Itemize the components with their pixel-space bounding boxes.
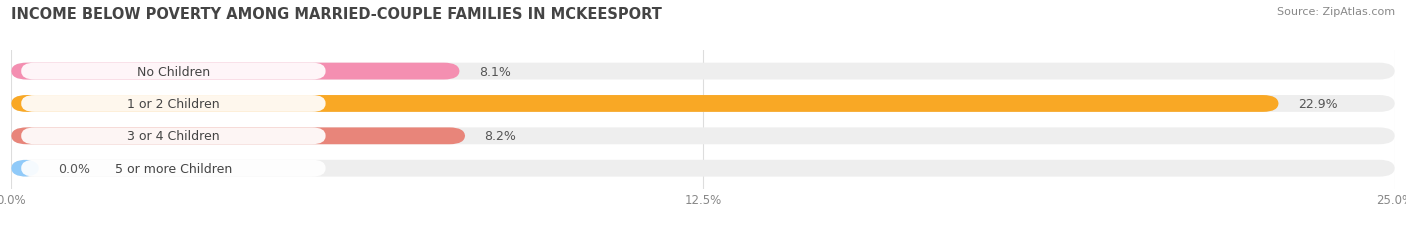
- Text: Source: ZipAtlas.com: Source: ZipAtlas.com: [1277, 7, 1395, 17]
- Text: No Children: No Children: [136, 65, 209, 78]
- FancyBboxPatch shape: [11, 63, 460, 80]
- Text: 8.1%: 8.1%: [479, 65, 510, 78]
- FancyBboxPatch shape: [11, 96, 1278, 112]
- FancyBboxPatch shape: [21, 96, 326, 112]
- Text: 0.0%: 0.0%: [58, 162, 90, 175]
- FancyBboxPatch shape: [21, 160, 326, 177]
- Text: 3 or 4 Children: 3 or 4 Children: [127, 130, 219, 143]
- Text: 8.2%: 8.2%: [485, 130, 516, 143]
- FancyBboxPatch shape: [11, 128, 1395, 145]
- FancyBboxPatch shape: [11, 128, 465, 145]
- Text: 5 or more Children: 5 or more Children: [115, 162, 232, 175]
- FancyBboxPatch shape: [11, 160, 1395, 177]
- Text: INCOME BELOW POVERTY AMONG MARRIED-COUPLE FAMILIES IN MCKEESPORT: INCOME BELOW POVERTY AMONG MARRIED-COUPL…: [11, 7, 662, 22]
- Text: 22.9%: 22.9%: [1298, 97, 1337, 110]
- FancyBboxPatch shape: [21, 128, 326, 145]
- FancyBboxPatch shape: [11, 160, 39, 177]
- FancyBboxPatch shape: [11, 63, 1395, 80]
- Text: 1 or 2 Children: 1 or 2 Children: [127, 97, 219, 110]
- FancyBboxPatch shape: [21, 63, 326, 80]
- FancyBboxPatch shape: [11, 96, 1395, 112]
